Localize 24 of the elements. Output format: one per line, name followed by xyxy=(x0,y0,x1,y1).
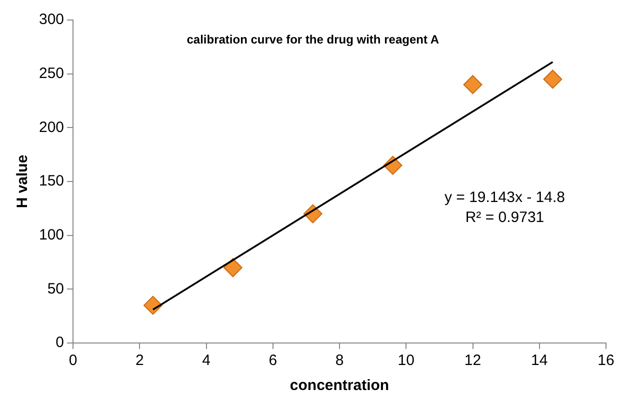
text: calibration curve for the drug with reagent A xyxy=(186,32,440,46)
point xyxy=(463,75,482,94)
y-tick-label: 150 xyxy=(38,172,64,190)
y-tick-label: 100 xyxy=(38,226,64,244)
annotation: y = 19.143x - 14.8 xyxy=(444,188,565,206)
y-tick-label: 200 xyxy=(38,118,64,136)
point xyxy=(543,70,562,89)
x-tick-label: 4 xyxy=(202,352,210,370)
x-tick-label: 2 xyxy=(135,352,144,370)
x-tick-label: 14 xyxy=(531,352,548,370)
y-axis-title: H value xyxy=(14,154,32,208)
x-tick-label: 6 xyxy=(268,352,278,370)
x-tick-label: 16 xyxy=(598,352,614,370)
x-tick-label: 12 xyxy=(464,352,482,370)
y-tick-label: 0 xyxy=(56,334,64,352)
y-tick-label: 50 xyxy=(47,280,64,298)
point xyxy=(223,258,242,278)
y-tick-label: 300 xyxy=(38,11,64,28)
annotation: R² = 0.9731 xyxy=(465,208,544,226)
x-tick-label: 8 xyxy=(335,352,344,370)
y-tick-label: 250 xyxy=(38,64,64,82)
x-tick-label: 0 xyxy=(68,352,78,370)
x-tick-label: 10 xyxy=(398,352,414,370)
x-axis-title: concentration xyxy=(290,377,390,394)
